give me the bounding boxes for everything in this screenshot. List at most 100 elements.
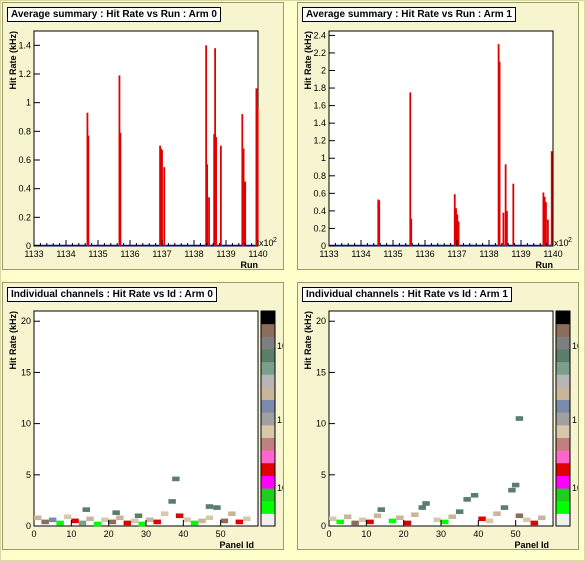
color-scale-segment [556,475,570,489]
heatmap-cell [82,507,90,512]
color-scale-segment [556,311,570,325]
heatmap-cell [530,520,539,526]
x-tick-label: 50 [216,529,226,539]
heatmap-cell [422,501,430,506]
color-scale-segment [556,399,570,413]
heatmap-cell [470,492,479,498]
heatmap-cell [336,519,344,525]
heatmap-cell [93,521,102,527]
bar [255,88,258,246]
y-tick-label: 1 [321,153,326,163]
y-tick-label: 0.2 [313,223,326,233]
x-tick-label: 1135 [383,249,402,259]
bar [410,218,413,246]
heatmap-cell [41,519,49,525]
y-tick-label: 0.2 [18,212,31,222]
x-axis-label: Panel Id [219,540,254,549]
y-axis-label: Hit Rate (kHz) [303,311,313,370]
heatmap-cell [403,520,412,526]
heatmap-cell [500,505,509,510]
y-tick-label: 1.2 [18,69,31,79]
heatmap-cell [396,515,404,521]
x-tick-label: 1133 [319,249,338,259]
pad-title: Average summary : Hit Rate vs Run : Arm … [7,7,221,22]
plot-arm0-run: 1133 1134 1135 1136 1137 1138 1139 1140 0 0.2 0.4 0… [8,30,277,269]
color-scale-segment [261,412,275,426]
y-tick-label: 1.2 [313,136,326,146]
bar [160,148,162,246]
heatmap-cell [56,520,64,526]
pad-title: Individual channels : Hit Rate vs Id : A… [7,287,217,302]
heatmap-cell [418,505,427,510]
x-multiplier-exponent: 2 [568,237,572,244]
heatmap-cell [463,497,471,502]
x-tick-label: 20 [104,529,114,539]
bar [455,208,457,246]
color-scale-segment [261,475,275,489]
heatmap-cell [485,518,494,524]
x-tick-label: 10 [66,529,76,539]
pad-arm0-run[interactable]: 1133 1134 1135 1136 1137 1138 1139 1140 0 0.2 0.4 0… [2,2,284,270]
pad-title: Average summary : Hit Rate vs Run : Arm … [302,7,516,22]
y-tick-label: 2 [321,65,326,75]
color-scale-frame [260,310,276,527]
heatmap-cell [351,520,359,526]
y-tick-label: 0.8 [18,126,31,136]
color-scale-frame [555,310,571,527]
heatmap-cell [508,487,516,493]
y-tick-label: 0 [26,241,31,251]
color-scale-segment [556,450,570,464]
heatmap-cell [71,518,79,524]
y-tick-label: 0 [321,241,326,251]
y-tick-label: 2.4 [313,30,326,40]
bar [118,75,121,246]
heatmap-cell [441,519,449,525]
y-tick-label: 2.2 [313,48,326,58]
bar [161,149,163,246]
bar [543,196,546,246]
bar [219,145,222,246]
color-scale-segment [556,488,570,502]
color-scale-segment [556,361,570,375]
color-scale-segment [556,424,570,438]
pad-arm1-run[interactable]: 1133 1134 1135 1136 1137 1138 1139 1140 0 0.2 0.4 0… [297,2,579,270]
pad-arm1-panel[interactable]: 0 10 20 30 40 50 0 5 10 15 20 Hit Rate (kHz) Panel I… [297,282,579,550]
heatmap-cell [123,520,132,526]
color-scale-segment [261,462,275,476]
bar [241,114,244,246]
bar [497,44,500,246]
heatmap-cell [411,512,419,518]
pad-arm0-panel[interactable]: 0 10 20 30 40 50 0 5 10 15 20 Hit Rate (kHz) Panel I… [2,282,284,550]
x-tick-label: 1137 [152,249,171,259]
x-multiplier: x10 [554,238,569,248]
color-scale-label: 10 [277,341,283,351]
bar [215,137,217,246]
color-scale-segment [261,348,275,363]
y-tick-label: 15 [21,367,31,377]
color-scale-segment [261,513,275,527]
heatmap-cell [213,505,221,510]
color-scale-segment [261,386,275,401]
bar [498,61,501,246]
color-scale-segment [556,348,570,363]
x-axis-label: Panel Id [514,540,549,549]
heatmap-cell [220,518,229,524]
bar [377,199,380,246]
color-scale-segment [261,374,275,388]
bar [550,151,553,246]
y-tick-label: 0.4 [313,206,326,216]
bar [457,221,460,246]
heatmap-cell [116,515,124,521]
heatmap-cell [175,513,184,519]
x-tick-label: 1140 [248,249,267,259]
bar [453,194,456,246]
bar [256,106,259,246]
color-scale-segment [261,500,275,514]
bar [213,134,216,246]
heatmap-cell [228,511,236,517]
color-scale-segment [261,399,275,413]
bar [378,200,381,246]
heatmap-cell [205,504,214,509]
color-scale-label: 1 [572,415,577,425]
